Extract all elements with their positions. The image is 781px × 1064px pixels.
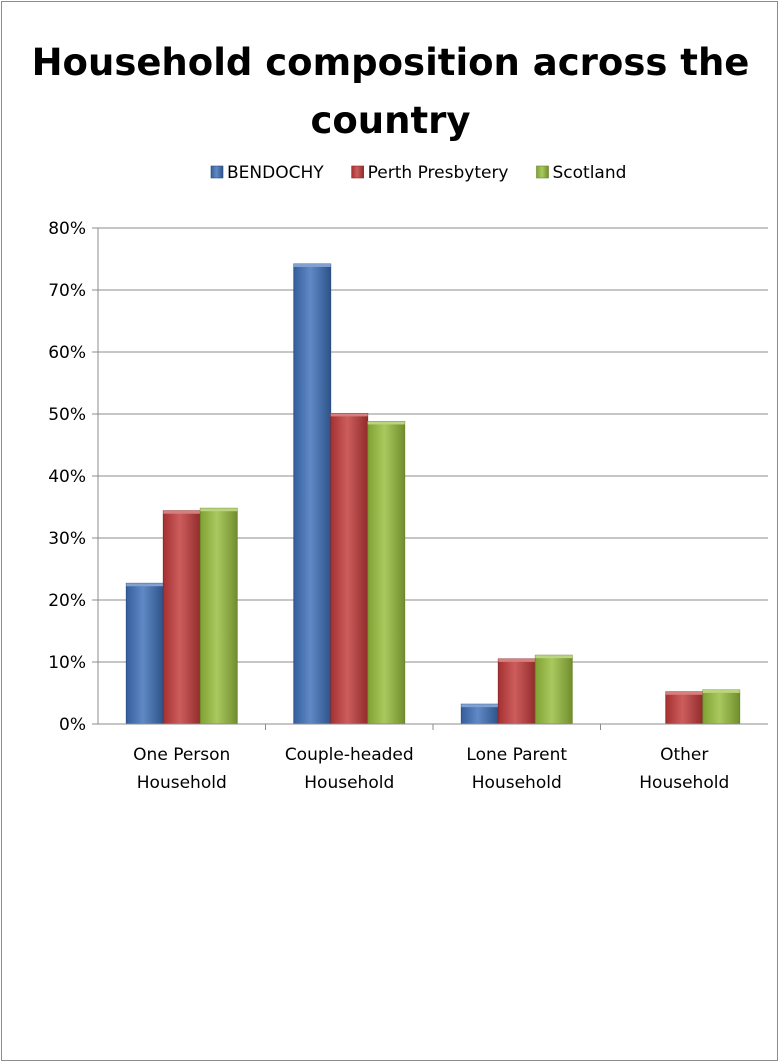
x-category-label: One Person [133,745,230,765]
bars [125,263,741,725]
bar-highlight [126,583,164,587]
chart-title: Household composition across the country [31,41,750,142]
x-category-label: Household [639,773,729,793]
y-tick-label: 70% [48,281,86,301]
bar-perth-presbytery [330,412,369,725]
x-category-label: Household [472,773,562,793]
y-tick-label: 10% [48,653,86,673]
bar-scotland [702,689,741,725]
bar-perth-presbytery [497,658,536,725]
x-category-labels: One Person Household Couple-headed Househol… [133,745,729,793]
bar-highlight [461,704,499,708]
x-category-label: Lone Parent [466,745,567,765]
legend-label: Perth Presbytery [368,163,509,183]
bar-highlight [163,510,201,514]
y-tick-label: 60% [48,343,86,363]
bar-highlight [665,691,703,695]
legend-label: Scotland [553,163,627,183]
y-tick-label: 0% [59,715,86,735]
x-category-label: Other [660,745,708,765]
y-tick-label: 20% [48,591,86,611]
y-tick-label: 80% [48,219,86,239]
bar-highlight [330,413,368,417]
x-category-label: Household [137,773,227,793]
bar-highlight [200,508,238,512]
legend: BENDOCHY Perth Presbytery Scotland [210,163,627,183]
bar-scotland [367,421,406,725]
y-tick-label: 40% [48,467,86,487]
x-category-label: Couple-headed [285,745,414,765]
legend-swatch [536,165,549,179]
bar-bendochy [293,263,332,725]
bar-highlight [702,689,740,693]
y-tick-label: 50% [48,405,86,425]
axes [92,227,768,730]
bar-scotland [534,654,573,725]
legend-label: BENDOCHY [227,163,324,183]
legend-item: Perth Presbytery [351,163,509,183]
y-tick-labels: 0% 10% 20% 30% 40% 50% 60% 70% 80% [48,219,86,735]
bar-highlight [535,655,573,659]
bar-highlight [498,658,536,662]
x-category-label: Household [304,773,394,793]
bar-highlight [367,421,405,425]
legend-swatch [351,165,364,179]
bar-bendochy [125,582,164,725]
y-tick-label: 30% [48,529,86,549]
bar-highlight [293,263,331,267]
legend-item: Scotland [536,163,627,183]
bar-perth-presbytery [162,510,201,725]
legend-swatch [210,165,224,179]
bar-perth-presbytery [665,691,704,725]
bar-scotland [199,507,238,725]
legend-item: BENDOCHY [210,163,324,183]
